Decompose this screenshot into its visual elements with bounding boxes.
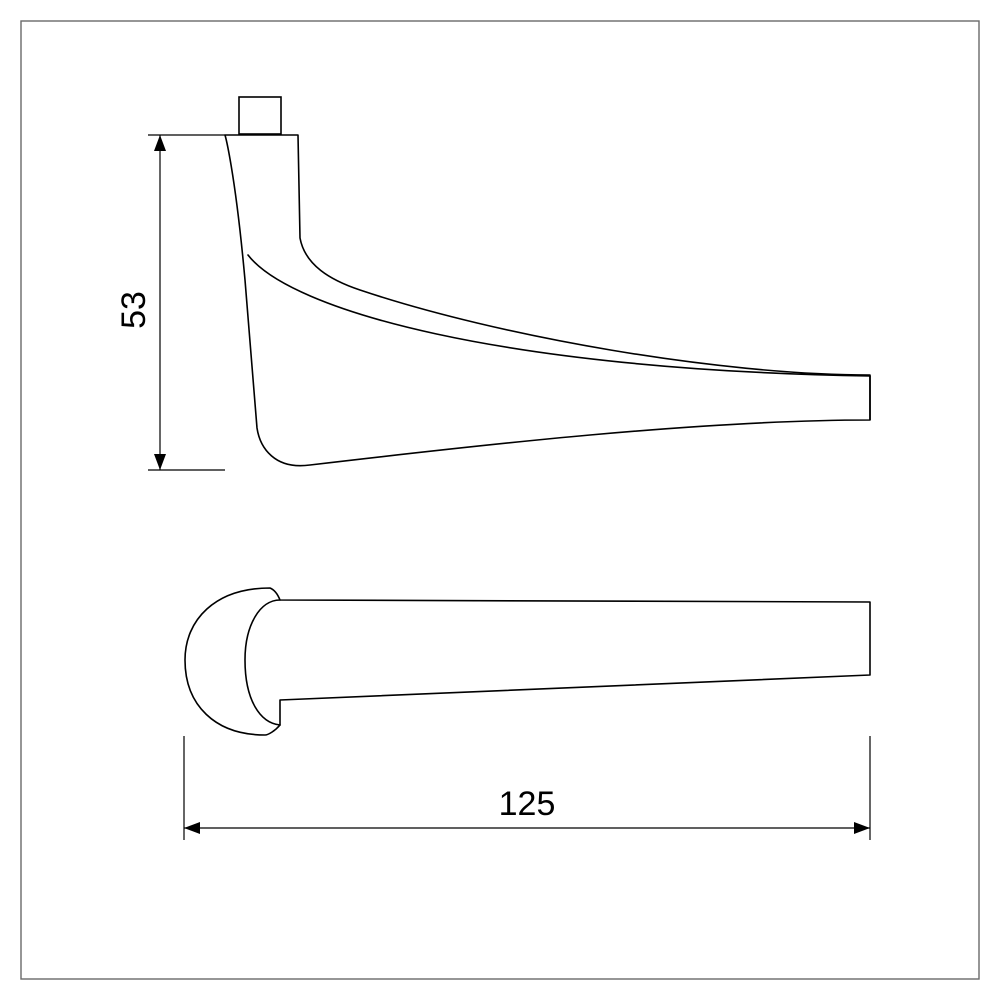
dim-height-label: 53 xyxy=(115,291,153,329)
dimension-arrowhead xyxy=(154,135,166,151)
dimension-arrowhead xyxy=(854,822,870,834)
top-view-pivot-arc xyxy=(245,600,280,725)
dim-width-label: 125 xyxy=(499,785,556,823)
frame-border xyxy=(21,21,979,979)
dimension-arrowhead xyxy=(184,822,200,834)
technical-drawing: 53 125 xyxy=(0,0,1000,1000)
top-view-outline xyxy=(185,588,870,735)
side-view-inner-arc xyxy=(248,255,870,376)
side-view-peg xyxy=(239,97,281,134)
dimension-arrowhead xyxy=(154,454,166,470)
